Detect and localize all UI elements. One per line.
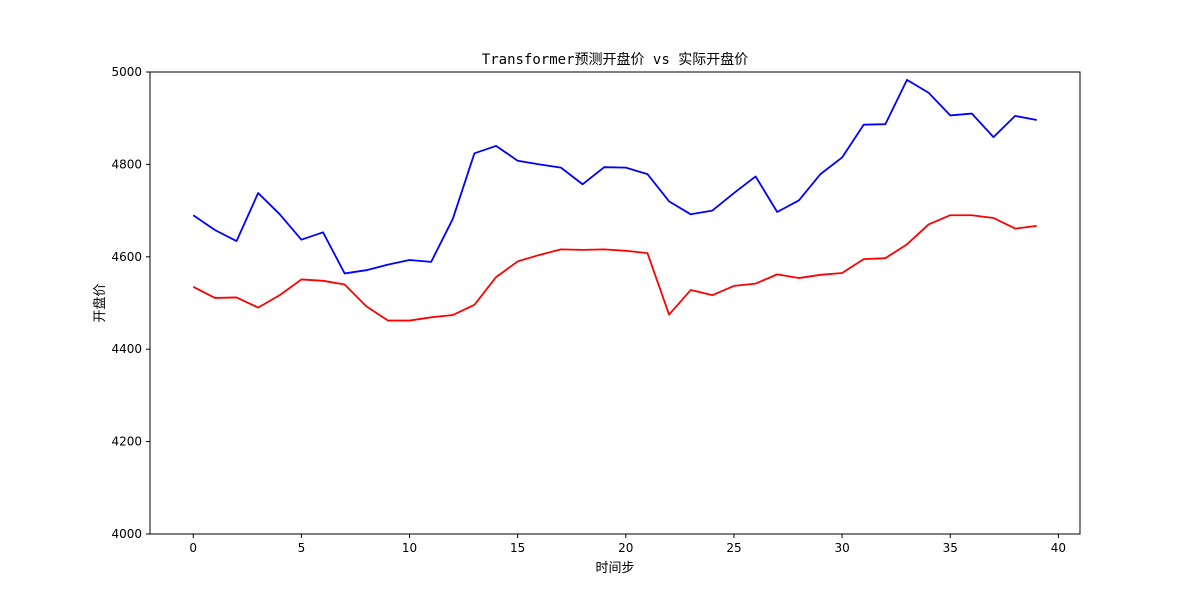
x-tick-label: 5 — [298, 541, 306, 555]
y-tick-label: 4000 — [111, 527, 142, 541]
ticks-layer: 0 5 10 15 20 25 30 35 40 4000 4200 4400 4600 4800 5000 — [111, 65, 1066, 555]
x-tick-label: 15 — [510, 541, 525, 555]
x-tick-label: 20 — [618, 541, 633, 555]
x-tick-label: 40 — [1051, 541, 1066, 555]
x-axis-label: 时间步 — [595, 561, 634, 576]
y-tick-label: 5000 — [111, 65, 142, 79]
y-tick-label: 4800 — [111, 157, 142, 171]
x-tick-label: 25 — [726, 541, 741, 555]
x-tick-label: 30 — [834, 541, 849, 555]
x-tick-label: 35 — [943, 541, 958, 555]
series-layer — [192, 78, 1037, 322]
plot-frame — [149, 71, 1081, 535]
x-tick-label: 0 — [189, 541, 197, 555]
x-tick-label: 10 — [402, 541, 417, 555]
y-tick-label: 4200 — [111, 435, 142, 449]
y-axis-label: 开盘价 — [92, 283, 108, 322]
y-tick-label: 4400 — [111, 342, 142, 356]
series-line-0 — [192, 78, 1037, 275]
y-tick-label: 4600 — [111, 250, 142, 264]
series-line-1 — [192, 214, 1037, 322]
chart-title: Transformer预测开盘价 vs 实际开盘价 — [482, 51, 748, 68]
